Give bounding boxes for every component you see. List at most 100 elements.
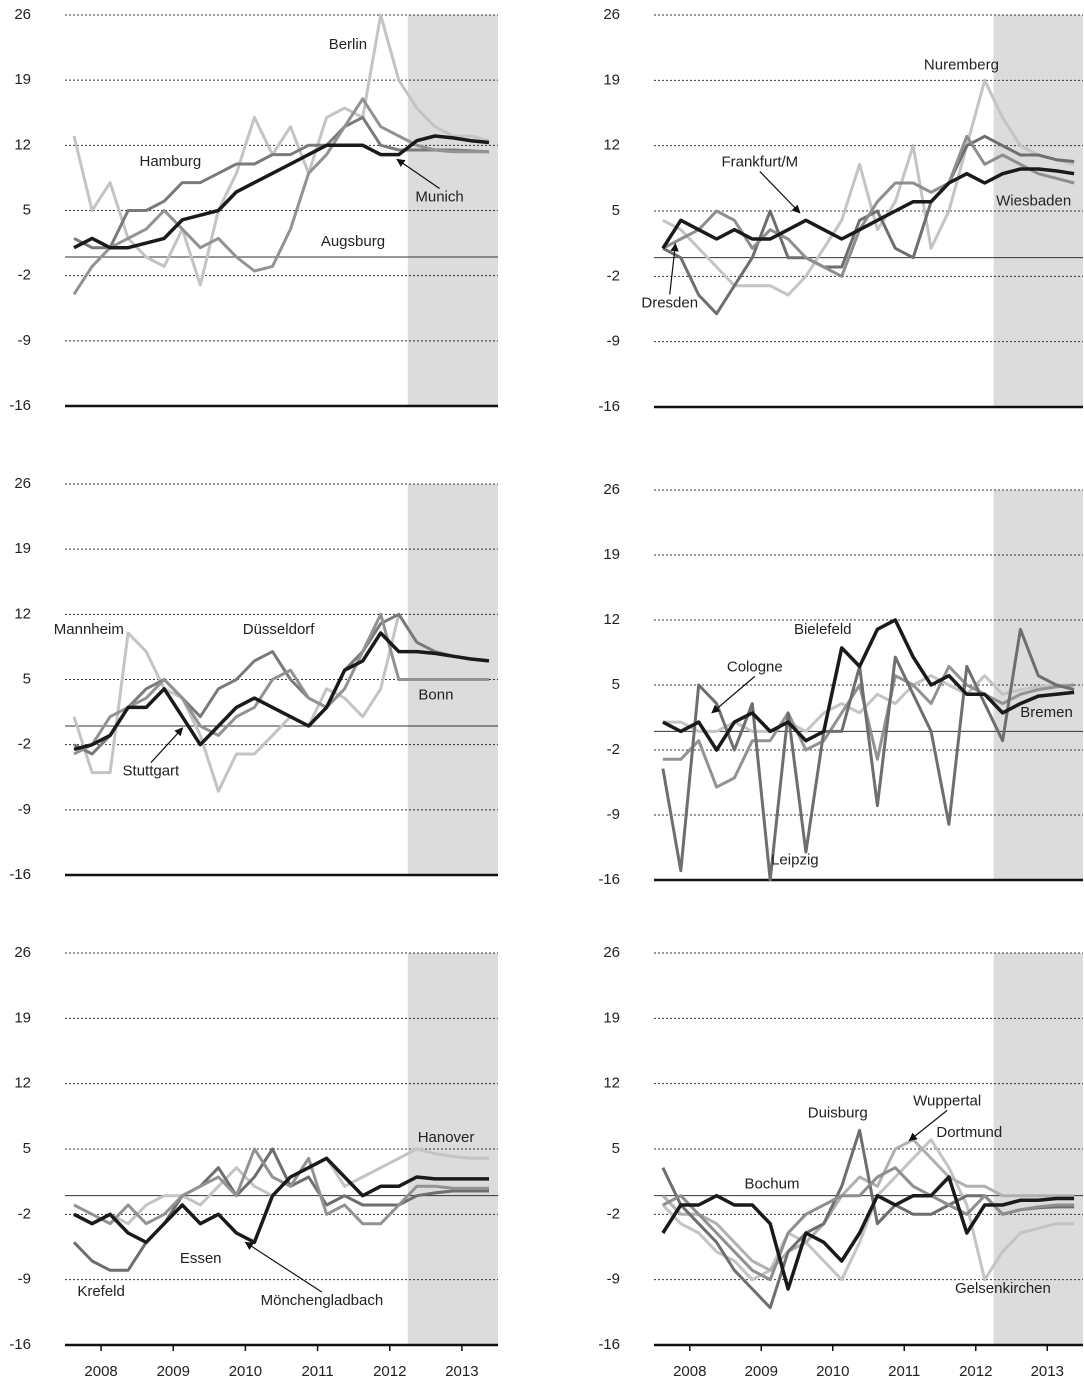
series-label: Stuttgart [123,763,181,780]
x-tick-label: 2013 [445,1363,478,1380]
series-label: Bielefeld [794,621,852,638]
x-tick-label: 2012 [959,1363,992,1380]
y-tick-label: -2 [607,267,620,284]
series-label: Cologne [727,658,783,675]
series-label: Munich [415,188,463,205]
y-tick-label: 12 [603,137,620,154]
series-label: Nuremberg [924,56,999,73]
y-tick-label: 12 [14,605,31,622]
panel: 26 19 12 5 -2 -9 -16 Nuremberg Dresden Wiesbaden F… [598,6,1083,415]
x-tick-label: 2011 [888,1363,920,1380]
series-line [73,1147,489,1226]
series-label: Bremen [1020,704,1073,721]
panel: 26 19 12 5 -2 -9 -16 2008 2009 2010 2011 2012 2013 Ha… [9,944,498,1380]
y-tick-label: -16 [9,866,31,883]
series-label: Frankfurt/M [721,153,798,170]
y-tick-label: 5 [612,1140,620,1157]
series-label: Krefeld [77,1283,125,1300]
y-tick-label: -2 [607,741,620,758]
y-tick-label: -16 [598,871,620,888]
series-label: Mannheim [54,621,124,638]
label-arrow [759,171,801,214]
y-tick-label: -2 [18,736,31,753]
y-tick-label: -9 [18,1271,31,1288]
y-tick-label: 19 [603,1009,620,1026]
series-line [73,612,490,756]
y-tick-label: 12 [603,1075,620,1092]
x-tick-label: 2009 [745,1363,778,1380]
y-tick-label: -16 [9,397,31,414]
y-tick-label: 5 [23,670,31,687]
series-line [662,664,1075,789]
series-line [73,631,490,751]
series-label: Essen [180,1250,222,1267]
y-tick-label: 5 [23,1140,31,1157]
series-label: Dortmund [936,1124,1002,1141]
y-tick-label: -2 [607,1205,620,1222]
series-label: Leipzig [771,851,819,868]
y-tick-label: 5 [23,201,31,218]
series-line [72,97,489,296]
label-arrow [396,158,440,189]
series-line [662,1166,1075,1282]
x-tick-label: 2011 [301,1363,333,1380]
y-tick-label: -9 [607,333,620,350]
series-line [72,13,490,287]
y-tick-label: -16 [9,1336,31,1353]
y-tick-label: 12 [603,611,620,628]
series-line [72,1147,489,1272]
x-tick-label: 2012 [373,1363,406,1380]
series-line [662,78,1075,297]
label-arrow [908,1109,948,1142]
series-label: Wiesbaden [996,193,1071,210]
series-label: Duisburg [808,1105,868,1122]
series-label: Wuppertal [913,1092,981,1109]
series-line [73,115,490,250]
series-label: Bochum [744,1175,799,1192]
y-tick-label: -9 [607,1271,620,1288]
label-arrow [669,242,679,295]
series-label: Düsseldorf [243,621,316,638]
y-tick-label: 26 [603,481,620,498]
y-tick-label: -16 [598,1336,620,1353]
series-line [73,1156,489,1245]
label-arrow [150,727,184,764]
series-label: Hanover [418,1129,475,1146]
panel: 26 19 12 5 -2 -9 -16 Cologne Bremen Leipzig Bielef… [598,481,1083,888]
y-tick-label: -16 [598,398,620,415]
series-label: Dresden [641,294,698,311]
panel: 26 19 12 5 -2 -9 -16 2008 2009 2010 2011 2012 2013 Ge… [598,944,1083,1380]
series-line [661,1175,1075,1291]
x-tick-label: 2008 [84,1363,117,1380]
series-label: Berlin [329,36,367,53]
y-tick-label: 5 [612,676,620,693]
series-label: Gelsenkirchen [955,1280,1051,1297]
y-tick-label: 19 [14,71,31,88]
y-tick-label: -9 [607,806,620,823]
series-label: Mönchengladbach [261,1292,384,1309]
y-tick-label: 26 [14,475,31,492]
y-tick-label: -9 [18,801,31,818]
y-tick-label: 12 [14,1075,31,1092]
x-tick-label: 2009 [157,1363,190,1380]
series-label: Hamburg [140,153,202,170]
y-tick-label: 26 [14,944,31,961]
y-tick-label: -2 [18,267,31,284]
series-label: Bonn [418,686,453,703]
series-line [661,167,1075,250]
x-tick-label: 2008 [673,1363,706,1380]
y-tick-label: 19 [14,540,31,557]
panel: 26 19 12 5 -2 -9 -16 Mannheim Düsseldorf Bonn Stut… [9,475,498,883]
y-tick-label: 19 [14,1009,31,1026]
y-tick-label: -2 [18,1205,31,1222]
panel: 26 19 12 5 -2 -9 -16 Berlin Hamburg Augsburg Munic… [9,6,498,414]
x-tick-label: 2010 [229,1363,262,1380]
series-line [662,134,1075,278]
y-tick-label: 26 [603,944,620,961]
series-line [661,627,1075,882]
series-line [662,618,1075,752]
series-line [661,1138,1075,1282]
y-tick-label: 12 [14,136,31,153]
y-tick-label: -9 [18,332,31,349]
y-tick-label: 26 [14,6,31,23]
